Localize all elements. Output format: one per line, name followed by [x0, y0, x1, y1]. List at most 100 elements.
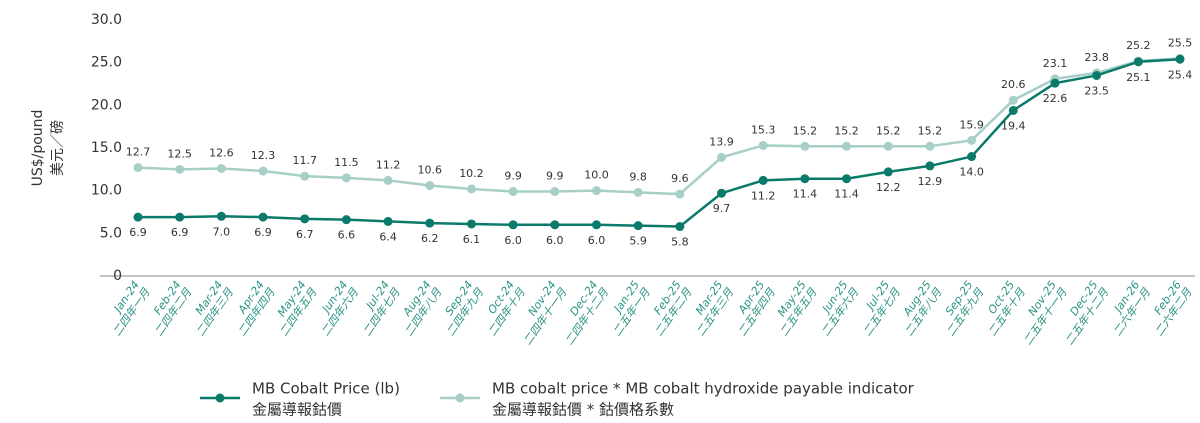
- y-axis-label: US$/pound: [30, 110, 46, 187]
- data-label: 11.4: [834, 188, 859, 201]
- point: [717, 152, 727, 162]
- data-label: 15.2: [918, 124, 943, 137]
- point: [883, 141, 893, 151]
- data-label: 6.0: [546, 234, 564, 247]
- y-tick-label: 0: [113, 268, 122, 284]
- data-label: 10.6: [418, 164, 443, 177]
- y-tick-label: 5.0: [100, 225, 122, 241]
- data-label: 15.2: [876, 124, 901, 137]
- y-tick-label: 10.0: [91, 183, 122, 199]
- data-label: 10.0: [584, 169, 609, 182]
- point: [842, 174, 852, 184]
- data-label: 19.4: [1001, 119, 1026, 132]
- data-label: 9.9: [546, 170, 564, 183]
- data-label: 15.3: [751, 123, 776, 136]
- data-label: 15.2: [834, 124, 859, 137]
- point: [633, 221, 643, 231]
- point: [1008, 105, 1018, 115]
- point: [133, 163, 143, 173]
- point: [967, 152, 977, 162]
- data-label: 23.1: [1043, 57, 1068, 70]
- data-label: 6.7: [296, 228, 314, 241]
- y-tick-label: 20.0: [91, 97, 122, 113]
- point: [258, 212, 268, 222]
- data-label: 11.4: [793, 188, 818, 201]
- point: [508, 187, 518, 197]
- point: [1092, 70, 1102, 80]
- legend-label: 金屬導報鈷價 * 鈷價格系數: [492, 401, 674, 419]
- data-label: 6.6: [338, 229, 356, 242]
- point: [550, 220, 560, 230]
- data-label: 25.5: [1168, 36, 1193, 49]
- series-line: [138, 58, 1181, 228]
- point: [300, 214, 310, 224]
- point: [758, 140, 768, 150]
- data-label: 12.2: [876, 181, 901, 194]
- data-label: 6.9: [129, 226, 147, 239]
- data-label: 15.9: [959, 118, 984, 131]
- y-tick-label: 15.0: [91, 140, 122, 156]
- point: [675, 189, 685, 199]
- y-axis-label: 美元／磅: [49, 120, 66, 176]
- point: [883, 167, 893, 177]
- data-label: 12.6: [209, 146, 234, 159]
- data-label: 12.9: [918, 175, 943, 188]
- point: [925, 141, 935, 151]
- data-label: 12.3: [251, 149, 276, 162]
- point: [758, 175, 768, 185]
- data-label: 10.2: [459, 167, 484, 180]
- data-label: 25.2: [1126, 39, 1151, 52]
- data-label: 6.9: [254, 226, 272, 239]
- point: [717, 188, 727, 198]
- data-label: 9.9: [504, 170, 522, 183]
- data-label: 12.7: [126, 146, 151, 159]
- point: [216, 163, 226, 173]
- point: [341, 173, 351, 183]
- point: [1050, 78, 1060, 88]
- legend-label: 金屬導報鈷價: [252, 401, 342, 419]
- data-label: 6.2: [421, 232, 439, 245]
- data-label: 11.5: [334, 156, 359, 169]
- data-label: 6.1: [463, 233, 481, 246]
- data-label: 20.6: [1001, 78, 1026, 91]
- data-label: 23.8: [1084, 51, 1109, 64]
- point: [300, 171, 310, 181]
- legend-swatch: [215, 393, 225, 403]
- point: [383, 216, 393, 226]
- data-label: 22.6: [1043, 92, 1068, 105]
- data-label: 6.9: [171, 226, 189, 239]
- point: [925, 161, 935, 171]
- data-label: 11.2: [376, 158, 401, 171]
- data-label: 11.7: [292, 154, 317, 167]
- point: [258, 166, 268, 176]
- data-label: 23.5: [1084, 84, 1109, 97]
- point: [675, 222, 685, 232]
- point: [1175, 54, 1185, 64]
- data-label: 11.2: [751, 189, 776, 202]
- data-label: 5.9: [629, 235, 647, 248]
- data-label: 5.8: [671, 236, 689, 249]
- point: [383, 175, 393, 185]
- point: [633, 187, 643, 197]
- point: [591, 220, 601, 230]
- point: [842, 141, 852, 151]
- point: [508, 220, 518, 230]
- point: [133, 212, 143, 222]
- point: [341, 215, 351, 225]
- point: [967, 135, 977, 145]
